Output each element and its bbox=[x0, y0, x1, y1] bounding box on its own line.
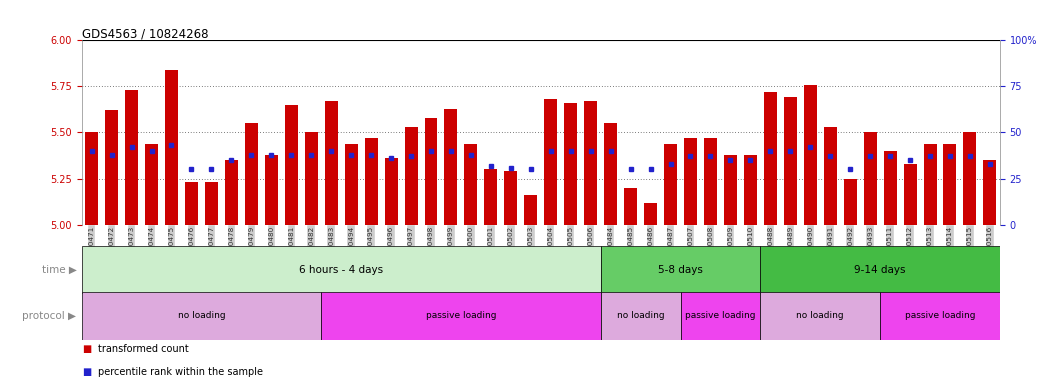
Bar bbox=[82, 292, 321, 340]
Bar bbox=[146, 144, 158, 225]
Text: no loading: no loading bbox=[617, 311, 665, 320]
Bar bbox=[804, 84, 817, 225]
Bar bbox=[881, 292, 1000, 340]
Bar bbox=[205, 182, 218, 225]
Bar bbox=[923, 144, 936, 225]
Bar bbox=[601, 292, 681, 340]
Bar bbox=[125, 90, 138, 225]
Bar bbox=[644, 202, 658, 225]
Bar bbox=[85, 132, 98, 225]
Text: protocol ▶: protocol ▶ bbox=[22, 311, 76, 321]
Bar bbox=[404, 127, 418, 225]
Bar bbox=[485, 169, 497, 225]
Bar bbox=[245, 123, 258, 225]
Bar bbox=[844, 179, 856, 225]
Bar bbox=[584, 101, 597, 225]
Bar bbox=[864, 132, 876, 225]
Text: percentile rank within the sample: percentile rank within the sample bbox=[98, 367, 264, 377]
Bar bbox=[904, 164, 916, 225]
Bar bbox=[225, 160, 238, 225]
Bar bbox=[963, 132, 977, 225]
Text: 5-8 days: 5-8 days bbox=[659, 265, 703, 275]
Bar bbox=[105, 110, 118, 225]
Text: ■: ■ bbox=[82, 367, 91, 377]
Text: passive loading: passive loading bbox=[905, 311, 975, 320]
Bar bbox=[325, 101, 338, 225]
Bar bbox=[624, 188, 637, 225]
Bar bbox=[564, 103, 577, 225]
Bar bbox=[884, 151, 896, 225]
Bar bbox=[664, 144, 677, 225]
Bar bbox=[604, 123, 617, 225]
Bar bbox=[424, 118, 438, 225]
Bar bbox=[364, 138, 378, 225]
Bar bbox=[445, 109, 458, 225]
Bar bbox=[784, 98, 797, 225]
Bar bbox=[384, 158, 398, 225]
Bar bbox=[165, 70, 178, 225]
Bar bbox=[743, 155, 757, 225]
Bar bbox=[764, 92, 777, 225]
Text: 9-14 days: 9-14 days bbox=[854, 265, 906, 275]
Text: time ▶: time ▶ bbox=[42, 265, 76, 275]
Bar bbox=[505, 171, 517, 225]
Text: GDS4563 / 10824268: GDS4563 / 10824268 bbox=[82, 27, 208, 40]
Bar bbox=[465, 144, 477, 225]
Bar bbox=[321, 292, 601, 340]
Bar bbox=[681, 292, 760, 340]
Bar bbox=[82, 246, 601, 294]
Bar bbox=[983, 160, 997, 225]
Text: passive loading: passive loading bbox=[426, 311, 496, 320]
Text: ■: ■ bbox=[82, 344, 91, 354]
Text: transformed count: transformed count bbox=[98, 344, 190, 354]
Bar bbox=[723, 155, 737, 225]
Text: no loading: no loading bbox=[797, 311, 844, 320]
Bar bbox=[525, 195, 537, 225]
Bar bbox=[704, 138, 717, 225]
Bar bbox=[344, 144, 358, 225]
Bar bbox=[760, 292, 881, 340]
Bar bbox=[265, 155, 277, 225]
Bar bbox=[544, 99, 557, 225]
Bar bbox=[943, 144, 957, 225]
Bar bbox=[305, 132, 317, 225]
Bar bbox=[601, 246, 760, 294]
Bar bbox=[684, 138, 697, 225]
Text: passive loading: passive loading bbox=[685, 311, 756, 320]
Bar bbox=[185, 182, 198, 225]
Bar bbox=[824, 127, 837, 225]
Bar bbox=[760, 246, 1000, 294]
Text: no loading: no loading bbox=[178, 311, 225, 320]
Bar bbox=[285, 105, 297, 225]
Text: 6 hours - 4 days: 6 hours - 4 days bbox=[299, 265, 383, 275]
